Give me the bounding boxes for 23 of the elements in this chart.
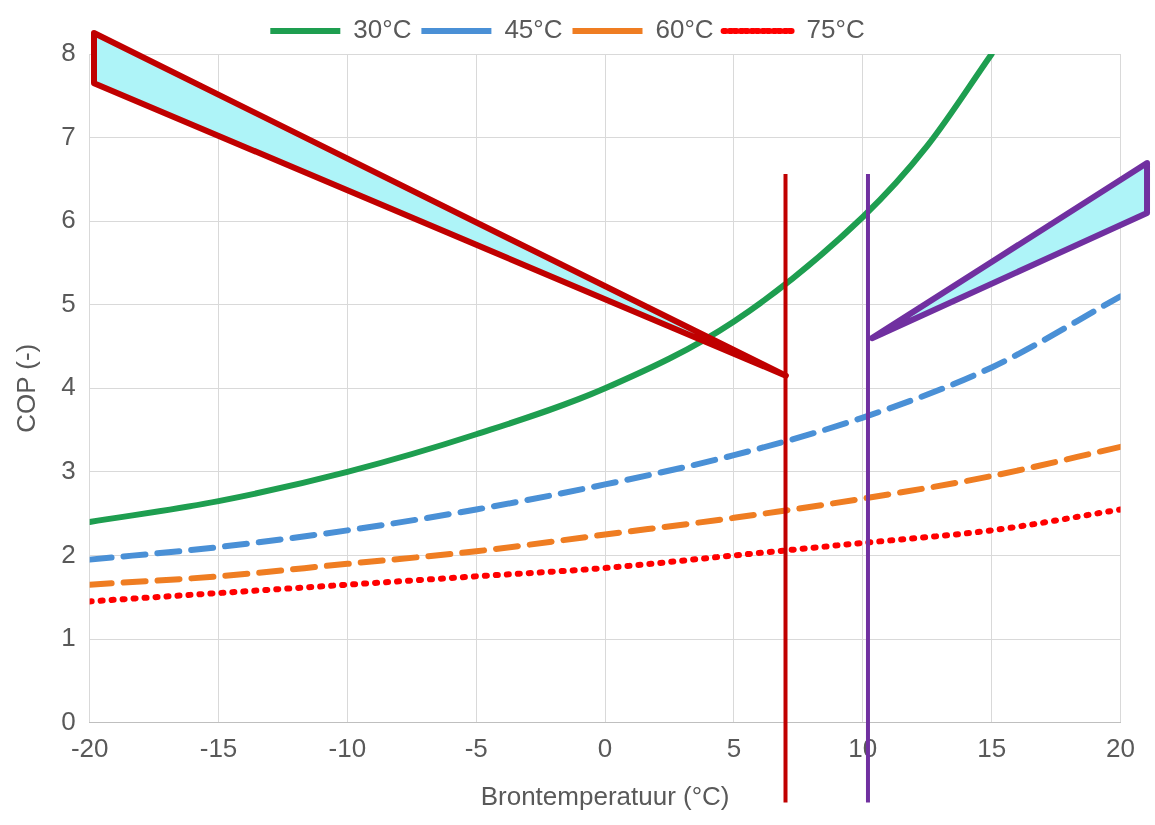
y-tick-label: 0	[61, 705, 76, 736]
y-tick-label: 3	[61, 455, 76, 486]
x-axis-title: Brontemperatuur (°C)	[480, 780, 730, 811]
y-tick-label: 8	[61, 37, 76, 68]
legend-label: 30°C	[353, 14, 412, 45]
x-tick-label: -20	[70, 733, 109, 764]
y-tick-label: 7	[61, 120, 76, 151]
y-axis-title: COP (-)	[10, 343, 41, 433]
legend-label: 75°C	[806, 14, 865, 45]
x-tick-label: 0	[597, 733, 613, 764]
y-tick-label: 4	[61, 371, 76, 402]
legend-label: 45°C	[504, 14, 563, 45]
y-tick-label: 5	[61, 287, 76, 318]
x-tick-label: 15	[977, 733, 1007, 764]
x-tick-label: -10	[328, 733, 367, 764]
legend-label: 60°C	[655, 14, 714, 45]
y-tick-label: 2	[61, 538, 76, 569]
x-tick-label: 5	[726, 733, 742, 764]
x-tick-label: -15	[199, 733, 238, 764]
y-tick-label: 1	[61, 622, 76, 653]
x-tick-label: -5	[464, 733, 488, 764]
y-tick-label: 6	[61, 204, 76, 235]
x-tick-label: 20	[1106, 733, 1135, 764]
